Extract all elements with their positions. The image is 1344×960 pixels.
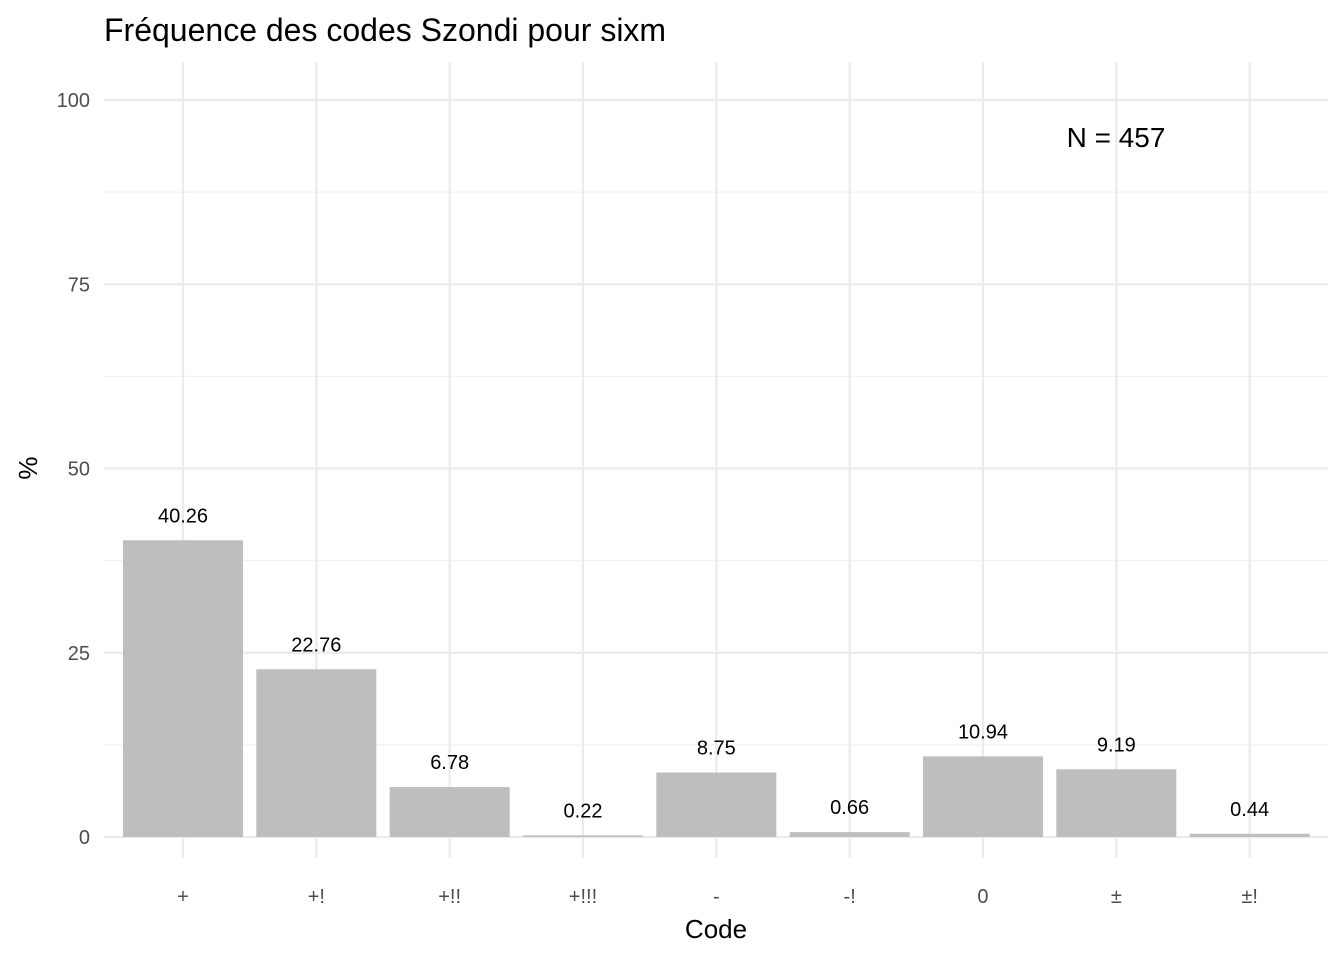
y-tick-label: 100 — [57, 90, 90, 112]
bar — [123, 540, 243, 837]
bar — [256, 669, 377, 837]
chart-title: Fréquence des codes Szondi pour sixm — [104, 12, 666, 48]
x-tick-label: +!!! — [569, 886, 597, 908]
y-tick-label: 25 — [68, 643, 90, 665]
x-tick-label: 0 — [977, 886, 988, 908]
data-label: 9.19 — [1097, 734, 1136, 756]
y-axis-ticks: 0 25 50 75 100 — [57, 90, 90, 849]
bar — [1056, 769, 1177, 837]
data-label: 0.44 — [1230, 799, 1269, 821]
bar — [522, 835, 643, 837]
data-label: 0.22 — [564, 800, 603, 822]
bar — [389, 787, 510, 837]
data-label: 40.26 — [158, 505, 208, 527]
bar — [789, 832, 910, 837]
data-label: 10.94 — [958, 721, 1008, 743]
x-axis-ticks: + +! +!! +!!! - -! 0 ± ±! — [177, 886, 1258, 908]
sample-size-annotation: N = 457 — [1067, 122, 1166, 153]
bar — [656, 772, 777, 837]
data-label: 6.78 — [430, 752, 469, 774]
bars — [123, 540, 1310, 837]
y-axis-title: % — [13, 456, 43, 479]
x-axis-title: Code — [685, 914, 747, 944]
bar — [922, 756, 1043, 837]
y-tick-label: 0 — [79, 827, 90, 849]
x-tick-label: +!! — [438, 886, 461, 908]
data-label: 0.66 — [830, 797, 869, 819]
data-labels: 40.26 22.76 6.78 0.22 8.75 0.66 10.94 9.19 0.44 — [158, 505, 1269, 822]
x-tick-label: - — [713, 886, 720, 908]
bar — [1189, 833, 1310, 837]
x-tick-label: ±! — [1241, 886, 1258, 908]
data-label: 22.76 — [291, 634, 341, 656]
x-tick-label: + — [177, 886, 189, 908]
x-tick-label: ± — [1111, 886, 1122, 908]
x-tick-label: +! — [308, 886, 325, 908]
data-label: 8.75 — [697, 738, 736, 760]
y-tick-label: 75 — [68, 274, 90, 296]
y-tick-label: 50 — [68, 459, 90, 481]
x-tick-label: -! — [844, 886, 856, 908]
